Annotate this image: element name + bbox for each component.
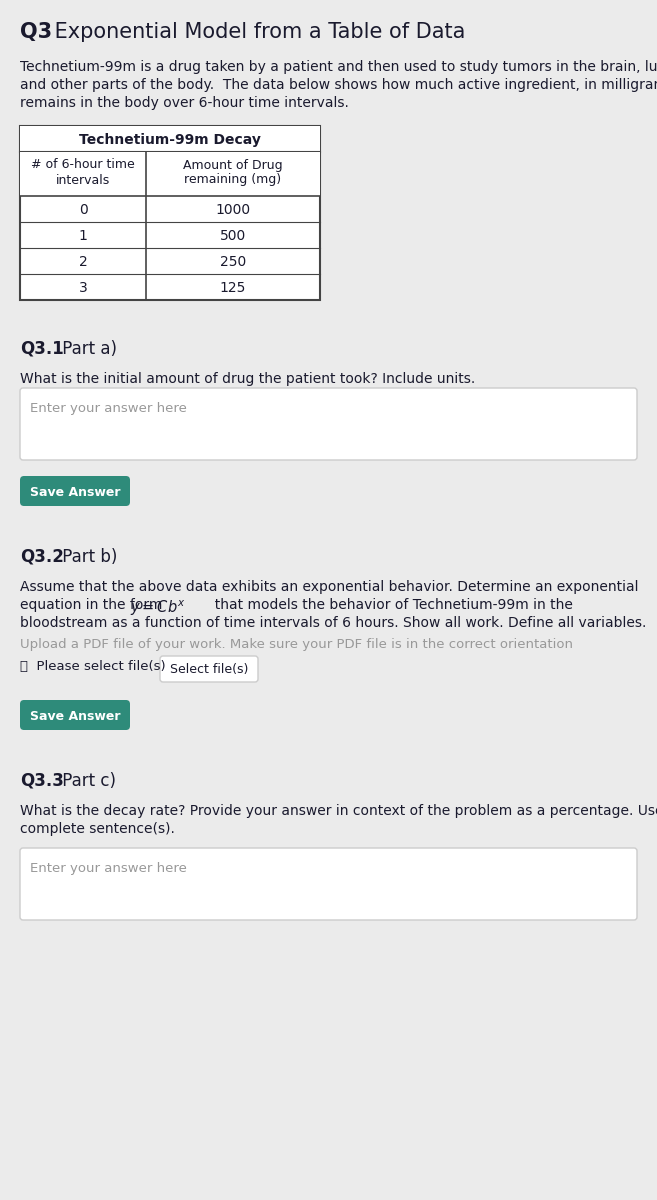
FancyBboxPatch shape: [20, 848, 637, 920]
Text: $y = Cb^{x}$: $y = Cb^{x}$: [130, 598, 186, 618]
Text: Technetium-99m Decay: Technetium-99m Decay: [79, 133, 261, 146]
Text: Enter your answer here: Enter your answer here: [30, 402, 187, 415]
Text: Upload a PDF file of your work. Make sure your PDF file is in the correct orient: Upload a PDF file of your work. Make sur…: [20, 638, 573, 650]
Text: 2: 2: [79, 254, 87, 269]
Text: Q3.1: Q3.1: [20, 340, 64, 358]
Text: that models the behavior of Technetium-99m in the: that models the behavior of Technetium-9…: [206, 598, 573, 612]
Text: Part a): Part a): [57, 340, 117, 358]
Text: Assume that the above data exhibits an exponential behavior. Determine an expone: Assume that the above data exhibits an e…: [20, 580, 639, 594]
Text: intervals: intervals: [56, 174, 110, 186]
Text: Q3.3: Q3.3: [20, 772, 64, 790]
Text: Save Answer: Save Answer: [30, 709, 120, 722]
Text: bloodstream as a function of time intervals of 6 hours. Show all work. Define al: bloodstream as a function of time interv…: [20, 616, 646, 630]
FancyBboxPatch shape: [20, 388, 637, 460]
Text: 📄  Please select file(s): 📄 Please select file(s): [20, 660, 166, 673]
Text: # of 6-hour time: # of 6-hour time: [31, 158, 135, 172]
FancyBboxPatch shape: [160, 656, 258, 682]
Text: Select file(s): Select file(s): [170, 664, 248, 677]
Bar: [20, 126, 320, 152]
Text: Q3: Q3: [20, 22, 52, 42]
Bar: [20, 126, 320, 300]
Text: Part b): Part b): [57, 548, 118, 566]
FancyBboxPatch shape: [20, 700, 130, 730]
Text: 1000: 1000: [215, 203, 250, 217]
Text: equation in the form: equation in the form: [20, 598, 167, 612]
Text: Save Answer: Save Answer: [30, 486, 120, 498]
Text: 500: 500: [220, 229, 246, 242]
Text: Exponential Model from a Table of Data: Exponential Model from a Table of Data: [48, 22, 465, 42]
Text: 3: 3: [79, 281, 87, 295]
Text: 125: 125: [220, 281, 246, 295]
Text: and other parts of the body.  The data below shows how much active ingredient, i: and other parts of the body. The data be…: [20, 78, 657, 92]
Text: Amount of Drug: Amount of Drug: [183, 158, 283, 172]
Text: Q3.2: Q3.2: [20, 548, 64, 566]
Text: What is the decay rate? Provide your answer in context of the problem as a perce: What is the decay rate? Provide your ans…: [20, 804, 657, 818]
FancyBboxPatch shape: [20, 476, 130, 506]
Text: 0: 0: [79, 203, 87, 217]
Text: 250: 250: [220, 254, 246, 269]
Text: Part c): Part c): [57, 772, 116, 790]
Text: remaining (mg): remaining (mg): [185, 174, 282, 186]
Text: 1: 1: [79, 229, 87, 242]
Text: remains in the body over 6-hour time intervals.: remains in the body over 6-hour time int…: [20, 96, 349, 110]
Text: complete sentence(s).: complete sentence(s).: [20, 822, 175, 836]
Bar: [20, 152, 320, 196]
Text: Technetium-99m is a drug taken by a patient and then used to study tumors in the: Technetium-99m is a drug taken by a pati…: [20, 60, 657, 74]
Text: Enter your answer here: Enter your answer here: [30, 862, 187, 875]
Text: What is the initial amount of drug the patient took? Include units.: What is the initial amount of drug the p…: [20, 372, 475, 386]
